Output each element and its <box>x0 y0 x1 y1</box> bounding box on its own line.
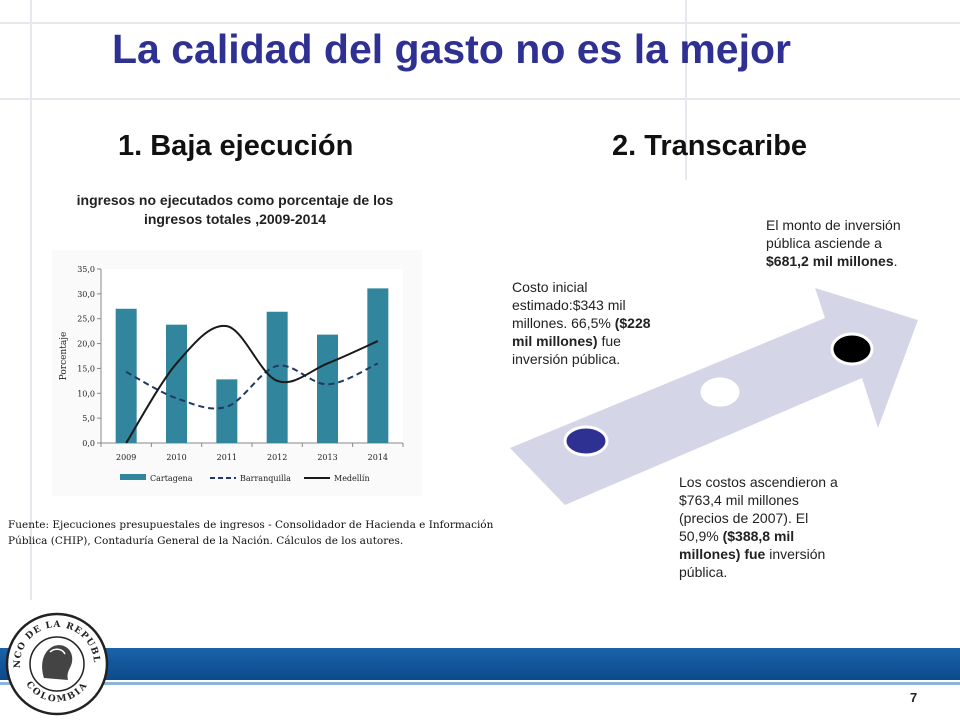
bar-cartagena <box>115 308 137 443</box>
y-tick-label: 10,0 <box>77 389 95 398</box>
legend-label: Barranquilla <box>240 474 291 483</box>
y-tick-label: 5,0 <box>82 414 95 423</box>
bar-cartagena <box>266 311 288 443</box>
legend-label: Cartagena <box>150 474 193 483</box>
chart-svg: 0,0 5,0 10,0 15,0 20,0 25,0 30,0 35,0 Porcentaje… <box>59 265 404 483</box>
right-heading: 2. Transcaribe <box>612 130 808 162</box>
x-tick-label: 2012 <box>267 453 287 462</box>
y-tick-label: 25,0 <box>77 315 95 324</box>
background-line <box>0 98 960 100</box>
footer-bar <box>0 648 960 680</box>
background-line <box>0 22 960 24</box>
plot-area <box>101 269 403 443</box>
line-medellín <box>125 325 379 444</box>
chart-source: Fuente: Ejecuciones presupuestales de in… <box>8 519 494 547</box>
x-tick-label: 2011 <box>217 453 237 462</box>
y-tick-label: 30,0 <box>77 290 95 299</box>
transcaribe-note-costs: Los costos ascendieron a $763,4 mil mill… <box>679 474 838 580</box>
y-tick-label: 35,0 <box>77 265 95 274</box>
background-line <box>685 0 687 180</box>
milestone-dot-current <box>830 332 874 366</box>
x-tick-label: 2014 <box>368 453 388 462</box>
x-tick-label: 2010 <box>166 453 186 462</box>
chart-panel: 0,0 5,0 10,0 15,0 20,0 25,0 30,0 35,0 Porcentaje… <box>52 250 422 496</box>
legend-swatch <box>120 474 146 480</box>
x-tick-label: 2009 <box>116 453 136 462</box>
bar-cartagena <box>216 379 238 443</box>
y-tick-label: 0,0 <box>82 439 95 448</box>
left-heading: 1. Baja ejecución <box>118 130 354 162</box>
milestone-dot-cost <box>697 374 743 410</box>
bar-cartagena <box>166 324 187 443</box>
slide-title: La calidad del gasto no es la mejor <box>112 26 791 72</box>
bar-cartagena <box>367 288 389 443</box>
y-tick-label: 15,0 <box>77 364 95 373</box>
legend-label: Medellín <box>334 474 370 483</box>
y-axis-label: Porcentaje <box>59 332 69 381</box>
bar-cartagena <box>317 334 338 443</box>
background-line <box>30 0 32 600</box>
page-number: 7 <box>910 690 918 705</box>
milestone-dot-initial <box>563 425 609 457</box>
transcaribe-arrow-diagram <box>510 288 918 505</box>
line-barranquilla <box>125 362 379 410</box>
transcaribe-note-investment: El monto de inversión pública asciende a… <box>766 217 901 269</box>
y-tick-label: 20,0 <box>77 340 95 349</box>
banco-republica-logo: BANCO DE LA REPUBLICA COLOMBIA <box>2 606 109 716</box>
x-tick-label: 2013 <box>317 453 337 462</box>
footer-line <box>0 682 960 685</box>
transcaribe-note-initial: Costo inicial estimado:$343 mil millones… <box>512 279 651 367</box>
chart-title: ingresos no ejecutados como porcentaje d… <box>76 192 394 227</box>
